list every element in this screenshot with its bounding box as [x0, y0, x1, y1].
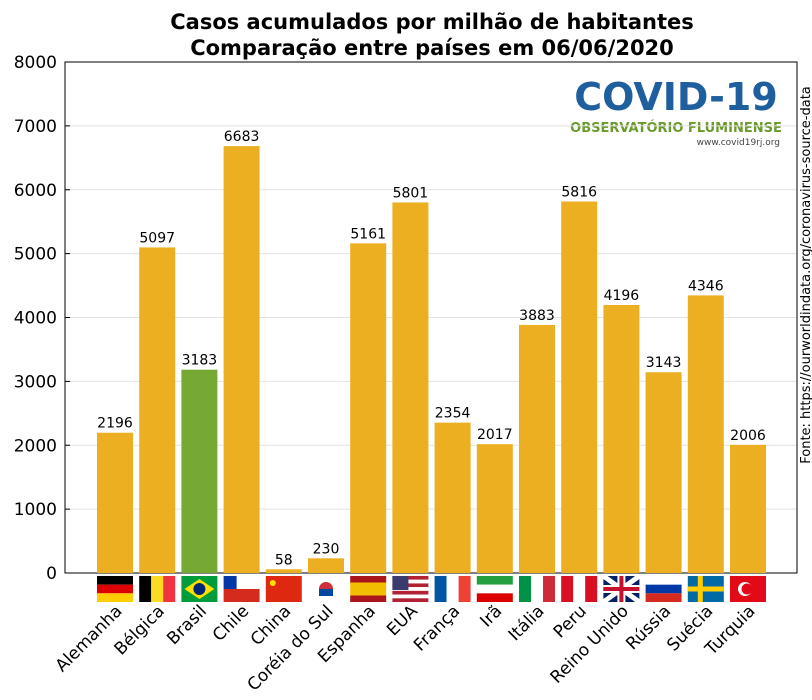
bar — [519, 324, 555, 573]
flag-part — [265, 576, 302, 602]
bar — [476, 444, 513, 573]
bar — [97, 432, 133, 573]
flag-part — [645, 593, 682, 602]
flag-part — [97, 584, 133, 594]
flag-part — [434, 576, 447, 602]
flag-part — [519, 576, 531, 602]
flag-part — [543, 576, 555, 602]
value-label: 5816 — [561, 185, 597, 201]
logo-subtitle: OBSERVATÓRIO FLUMINENSE — [570, 120, 782, 136]
bar — [645, 372, 682, 573]
flag-part — [350, 576, 387, 583]
chart-title: Casos acumulados por milhão de habitante… — [170, 10, 694, 34]
flag-part — [392, 594, 429, 599]
flag-part — [476, 584, 513, 594]
bar — [350, 243, 387, 573]
logo-title: COVID-19 — [574, 75, 778, 119]
value-label: 3143 — [646, 355, 682, 371]
y-tick-label: 4000 — [14, 309, 57, 329]
chart-subtitle: Comparação entre países em 06/06/2020 — [190, 36, 674, 60]
flag-part — [585, 576, 598, 602]
bar — [181, 369, 218, 573]
flag-part — [392, 576, 429, 580]
flag-part — [458, 576, 471, 602]
flag-part — [350, 589, 387, 596]
flag-part — [603, 587, 640, 591]
flag-part — [392, 576, 409, 590]
flag-part — [193, 583, 206, 595]
y-tick-label: 2000 — [14, 436, 57, 456]
flag-part — [223, 589, 260, 602]
x-tick-label: Chile — [209, 601, 253, 645]
bar — [308, 558, 344, 573]
plot-frame — [64, 61, 798, 574]
bar — [603, 304, 640, 573]
y-tick-label: 7000 — [14, 117, 57, 137]
flag-part — [139, 576, 152, 602]
flag-part — [476, 593, 513, 602]
x-tick-label: Irã — [476, 601, 506, 631]
value-label: 6683 — [224, 129, 260, 145]
y-tick-label: 6000 — [14, 181, 57, 201]
bar — [730, 444, 766, 573]
flag-part — [645, 584, 682, 594]
flag-part — [163, 576, 176, 602]
value-label: 2017 — [477, 427, 513, 443]
y-tick-label: 1000 — [14, 500, 57, 520]
value-label: 2354 — [435, 406, 471, 422]
flag-part — [392, 587, 429, 591]
flag-part — [392, 590, 429, 595]
flag-part — [269, 580, 276, 586]
bar — [434, 422, 471, 573]
value-label: 230 — [313, 541, 340, 557]
value-label: 5097 — [139, 230, 175, 246]
value-label: 4196 — [604, 288, 640, 304]
y-tick-label: 3000 — [14, 372, 57, 392]
flag-part — [392, 579, 429, 584]
flag-part — [392, 583, 429, 588]
x-tick-label: Brasil — [163, 601, 211, 649]
flag-part — [741, 583, 753, 595]
flag-part — [446, 576, 459, 602]
bar — [139, 247, 176, 573]
x-tick-label: Alemanha — [52, 601, 127, 676]
y-tick-label: 5000 — [14, 245, 57, 265]
flag-part — [531, 576, 543, 602]
flag-part — [573, 576, 586, 602]
source-note: Fonte: https://ourworldindata.org/corona… — [799, 86, 812, 464]
y-tick-label: 0 — [46, 564, 57, 584]
bar — [561, 201, 598, 574]
flag-part — [97, 593, 133, 602]
x-tick-label: França — [410, 601, 464, 655]
value-label: 3183 — [182, 353, 218, 369]
value-label: 2196 — [97, 416, 133, 432]
bar — [265, 569, 302, 573]
flag-part — [97, 576, 133, 585]
value-label: 2006 — [730, 428, 766, 444]
logo-url: www.covid19rj.org — [697, 138, 780, 148]
flag-part — [392, 598, 429, 602]
bar — [687, 295, 724, 573]
x-tick-label: Itália — [505, 601, 549, 645]
value-label: 58 — [275, 552, 293, 568]
bar — [223, 146, 260, 573]
flag-part — [350, 582, 387, 589]
bar — [392, 202, 429, 573]
y-tick-label: 8000 — [14, 53, 57, 73]
flag-part — [350, 595, 387, 602]
flag-part — [151, 576, 164, 602]
value-label: 4346 — [688, 278, 724, 294]
flag-part — [687, 586, 724, 592]
value-label: 5801 — [393, 185, 429, 201]
value-label: 3883 — [519, 308, 555, 324]
flag-part — [645, 576, 682, 585]
flag-part — [561, 576, 574, 602]
x-tick-label: Reino Unido — [547, 601, 633, 687]
flag-part — [223, 576, 237, 589]
value-label: 5161 — [350, 226, 386, 242]
flag-part — [319, 589, 333, 596]
flag-part — [476, 576, 513, 585]
